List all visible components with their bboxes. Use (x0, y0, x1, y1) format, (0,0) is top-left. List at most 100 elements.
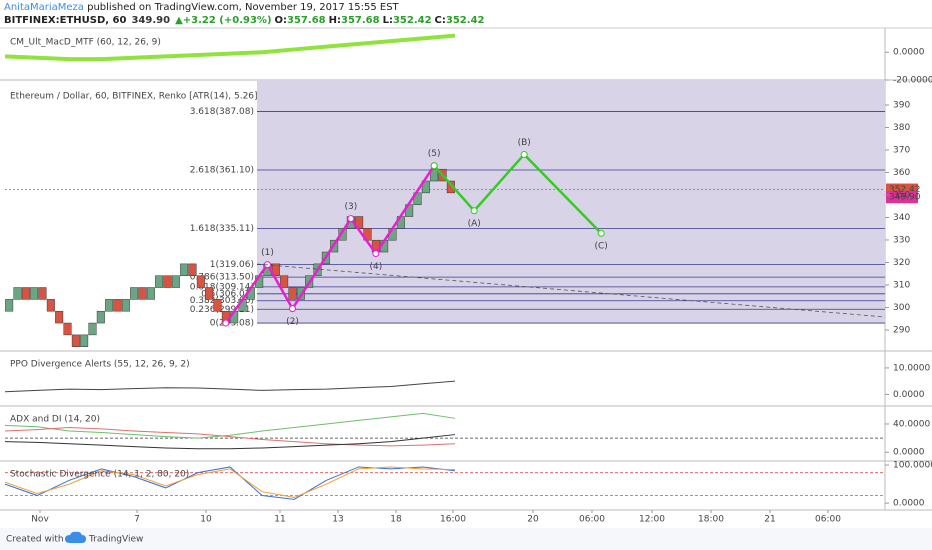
wave-label: (5) (428, 149, 441, 159)
renko-brick (138, 287, 147, 300)
author[interactable]: AnitaMariaMeza (4, 2, 84, 13)
y-tick-label: 0.0000 (893, 448, 925, 458)
y-tick-label: 0.0000 (893, 390, 925, 400)
wave-label: (A) (468, 219, 481, 229)
x-tick-label: 10 (200, 515, 212, 525)
renko-brick (205, 287, 214, 300)
x-tick-label: 12:00 (639, 515, 665, 525)
wave-line (224, 165, 436, 324)
renko-brick (71, 334, 80, 347)
y-tick-label: 390 (893, 100, 910, 110)
pane-title: ADX and DI (14, 20) (10, 415, 100, 425)
fib-label: 1(319.06) (210, 260, 254, 270)
renko-brick (105, 299, 114, 312)
renko-brick (271, 263, 280, 276)
indicator-line (4, 466, 456, 500)
renko-brick (180, 263, 189, 276)
x-tick-label: 06:00 (815, 515, 841, 525)
renko-brick (121, 299, 130, 312)
x-tick-label: 21 (764, 515, 775, 525)
l-value: 352.42 (393, 15, 432, 26)
c-label: C: (435, 15, 446, 26)
o-value: 357.68 (287, 15, 326, 26)
renko-brick (171, 275, 180, 288)
x-tick-label: 20 (527, 515, 539, 525)
x-tick-label: 18:00 (698, 515, 724, 525)
wave-point (430, 162, 438, 170)
y-tick-label: 0.0000 (893, 48, 925, 58)
price-tag-label: 349.90 (889, 193, 921, 203)
x-tick-label: 18 (390, 515, 402, 525)
symbol-line: BITFINEX:ETHUSD, 60 349.90 ▲+3.22 (+0.93%)… (4, 15, 485, 26)
arrow: ▲ (175, 15, 183, 26)
y-tick-label: 40.0000 (893, 419, 930, 429)
wave-point (372, 249, 380, 257)
renko-brick (63, 322, 72, 336)
x-tick-label: Nov (31, 515, 49, 525)
fib-label: 0.618(309.14) (190, 282, 254, 292)
l-label: L: (383, 15, 393, 26)
renko-brick (30, 287, 39, 300)
fib-label: 0(293.08) (210, 319, 254, 329)
y-tick-label: 0.0000 (893, 499, 925, 509)
renko-brick (80, 334, 89, 347)
h-label: H: (329, 15, 341, 26)
renko-brick (5, 299, 14, 312)
y-tick-label: 380 (893, 123, 910, 133)
renko-brick (280, 275, 289, 288)
x-tick-label: 13 (332, 515, 343, 525)
y-tick-label: 360 (893, 168, 910, 178)
renko-brick (13, 287, 22, 300)
fib-label: 2.618(361.10) (190, 166, 254, 176)
renko-brick (55, 310, 64, 324)
x-tick-label: 16:00 (440, 515, 466, 525)
renko-brick (146, 287, 155, 300)
fib-label: 0.382(303.00) (190, 296, 254, 306)
footer-brand[interactable]: TradingView (88, 535, 143, 545)
trend-line (256, 263, 886, 318)
indicator-line (4, 380, 456, 393)
y-tick-label: -20.0000 (893, 76, 932, 86)
y-tick-label: 100.0000 (893, 461, 932, 471)
footer-created: Created with (6, 535, 64, 545)
renko-brick (96, 310, 105, 324)
wave-point (520, 150, 528, 158)
wave-label: (2) (286, 317, 299, 327)
wave-point (347, 215, 355, 223)
pane-title: Ethereum / Dollar, 60, BITFINEX, Renko [… (10, 92, 258, 102)
pane-title: CM_Ult_MacD_MTF (60, 12, 26, 9) (10, 38, 161, 48)
symbol: BITFINEX:ETHUSD, 60 (4, 15, 127, 26)
renko-brick (155, 275, 164, 288)
header-line: AnitaMariaMeza published on TradingView.… (4, 2, 400, 13)
plot-layer: 0.0000 -20.0000 CM_Ult_MacD_MTF (60, 12, 2… (4, 33, 932, 525)
renko-brick (196, 275, 205, 288)
y-tick-label: 10.0000 (893, 363, 930, 373)
renko-brick (88, 322, 97, 336)
x-tick-label: 11 (274, 515, 285, 525)
footer-bar (0, 528, 932, 550)
y-tick-label: 320 (893, 258, 910, 268)
renko-brick (130, 287, 139, 300)
y-tick-label: 330 (893, 235, 910, 245)
y-tick-label: 340 (893, 213, 910, 223)
indicator-line (4, 412, 456, 439)
wave-point (470, 207, 478, 215)
change: +3.22 (+0.93%) (183, 15, 272, 26)
fib-label: 0.786(313.50) (190, 273, 254, 283)
wave-label: (3) (344, 202, 357, 212)
wave-point (222, 319, 230, 327)
renko-brick (288, 287, 297, 300)
indicator-line (4, 434, 456, 450)
fib-label: 0.5(306.07) (201, 289, 254, 299)
renko-brick (188, 263, 197, 276)
fib-label: 0.236(299.21) (190, 305, 254, 315)
wave-label: (1) (261, 248, 274, 258)
wave-line (433, 152, 603, 235)
renko-brick (46, 299, 55, 312)
x-tick-label: 06:00 (579, 515, 605, 525)
renko-brick (163, 275, 172, 288)
wave-point (597, 229, 605, 237)
wave-label: (C) (595, 242, 608, 252)
y-tick-label: 310 (893, 280, 910, 290)
renko-brick (213, 299, 222, 312)
